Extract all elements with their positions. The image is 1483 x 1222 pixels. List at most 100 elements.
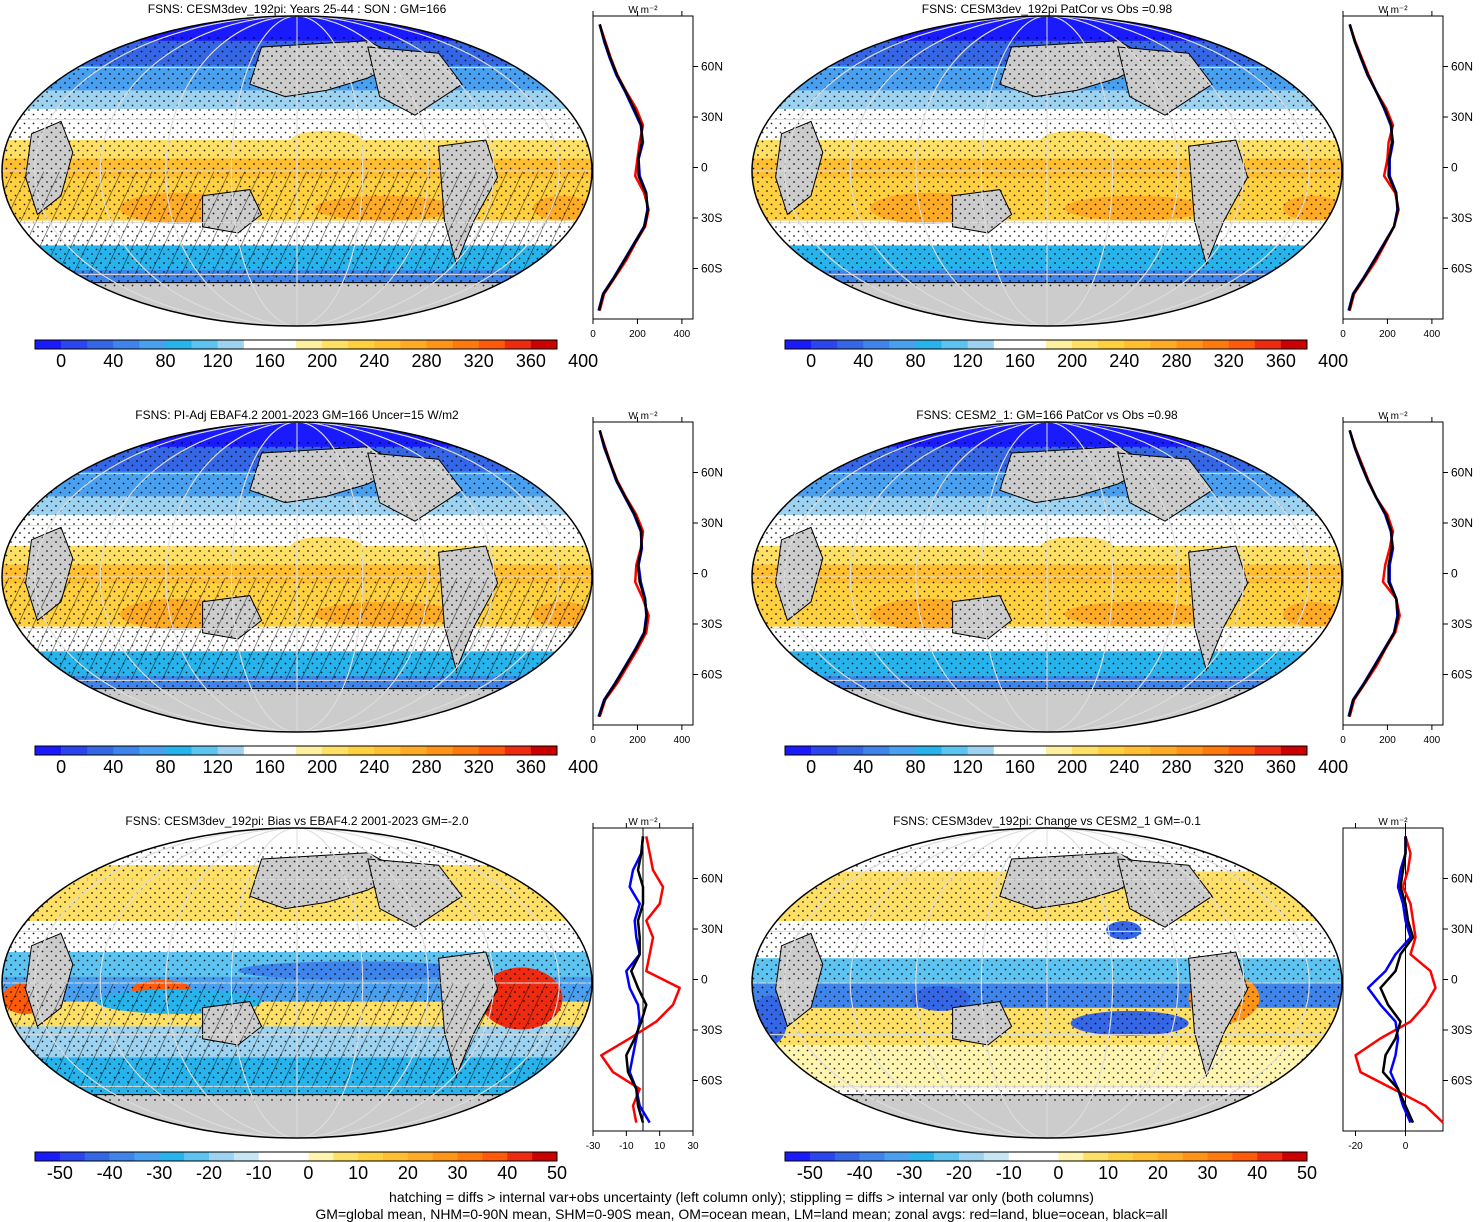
zonal-lat-tick-label: 60N xyxy=(1451,466,1473,480)
colorbar-tick-label: -20 xyxy=(946,1163,972,1183)
colorbar-swatch xyxy=(532,1152,557,1161)
colorbar-swatch xyxy=(1150,746,1176,755)
zonal-x-tick-label: 200 xyxy=(629,735,646,746)
colorbar-swatch xyxy=(505,340,531,349)
colorbar-tick-label: 80 xyxy=(905,757,925,777)
map-field xyxy=(750,828,1344,1139)
colorbar-swatch xyxy=(860,1152,885,1161)
zonal-x-tick-label: 0 xyxy=(1403,1141,1409,1152)
colorbar-tick-label: 320 xyxy=(1214,351,1244,371)
panel-6: FSNS: CESM3dev_192pi: Change vs CESM2_1 … xyxy=(750,814,1473,1183)
colorbar-tick-label: 120 xyxy=(953,351,983,371)
colorbar-swatch xyxy=(837,340,863,349)
colorbar-tick-label: 400 xyxy=(568,757,598,777)
colorbar-swatch xyxy=(192,340,218,349)
colorbar-tick-label: 160 xyxy=(1005,757,1035,777)
panel-5: FSNS: CESM3dev_192pi: Bias vs EBAF4.2 20… xyxy=(0,814,723,1183)
zonal-x-tick-label: 0 xyxy=(1340,329,1346,340)
colorbar-swatch xyxy=(479,746,505,755)
zonal-lat-tick-label: 30N xyxy=(1451,516,1473,530)
colorbar-swatch xyxy=(296,340,322,349)
zonal-lat-tick-label: 60N xyxy=(701,466,723,480)
colorbar-swatch xyxy=(1229,340,1255,349)
colorbar-tick-label: 280 xyxy=(1161,351,1191,371)
colorbar-swatch xyxy=(333,1152,358,1161)
zonal-lat-tick-label: 30N xyxy=(701,110,723,124)
colorbar-swatch xyxy=(884,1152,909,1161)
zonal-lat-tick-label: 30N xyxy=(1451,110,1473,124)
colorbar-swatch xyxy=(994,746,1020,755)
colorbar-swatch xyxy=(322,746,348,755)
colorbar-swatch xyxy=(863,746,889,755)
colorbar-tick-label: 120 xyxy=(203,757,233,777)
zonal-lat-tick-label: 0 xyxy=(1451,161,1458,175)
zonal-x-tick-label: 30 xyxy=(687,1141,699,1152)
colorbar-tick-label: 320 xyxy=(464,351,494,371)
zonal-unit-label: W m⁻² xyxy=(628,411,658,422)
colorbar-tick-label: 320 xyxy=(464,757,494,777)
zonal-lat-tick-label: 60N xyxy=(1451,60,1473,74)
colorbar-swatch xyxy=(1150,340,1176,349)
panel-title: FSNS: CESM2_1: GM=166 PatCor vs Obs =0.9… xyxy=(916,408,1178,422)
zonal-lat-tick-label: 60N xyxy=(701,872,723,886)
colorbar-swatch xyxy=(244,746,270,755)
colorbar-tick-label: 400 xyxy=(568,351,598,371)
zonal-x-tick-label: 0 xyxy=(590,735,596,746)
map-field xyxy=(750,422,1344,733)
colorbar-swatch xyxy=(531,746,557,755)
colorbar-swatch xyxy=(87,746,113,755)
zonal-lat-tick-label: 60N xyxy=(1451,872,1473,886)
colorbar-swatch xyxy=(1177,746,1203,755)
colorbar-swatch xyxy=(1282,1152,1307,1161)
colorbar-swatch xyxy=(968,746,994,755)
colorbar-swatch xyxy=(1058,1152,1083,1161)
zonal-x-tick-label: 400 xyxy=(1424,735,1441,746)
colorbar-tick-label: 280 xyxy=(1161,757,1191,777)
map-field xyxy=(750,16,1344,327)
colorbar-tick-label: 50 xyxy=(547,1163,567,1183)
colorbar-tick-label: -50 xyxy=(797,1163,823,1183)
colorbar-swatch xyxy=(909,1152,934,1161)
colorbar-swatch xyxy=(1257,1152,1282,1161)
colorbar-swatch xyxy=(1158,1152,1183,1161)
colorbar-tick-label: 20 xyxy=(1148,1163,1168,1183)
zonal-x-tick-label: -10 xyxy=(619,1141,634,1152)
map-field xyxy=(0,828,594,1139)
colorbar-tick-label: 0 xyxy=(806,351,816,371)
colorbar-tick-label: 120 xyxy=(203,351,233,371)
panel-title: FSNS: CESM3dev_192pi PatCor vs Obs =0.98 xyxy=(922,2,1173,16)
colorbar-swatch xyxy=(1133,1152,1158,1161)
colorbar-swatch xyxy=(1046,746,1072,755)
zonal-lat-tick-label: 30S xyxy=(701,211,722,225)
colorbar-swatch xyxy=(507,1152,532,1161)
colorbar-swatch xyxy=(458,1152,483,1161)
zonal-lat-tick-label: 30S xyxy=(701,617,722,631)
zonal-lat-tick-label: 30S xyxy=(1451,617,1472,631)
zonal-unit-label: W m⁻² xyxy=(1378,817,1408,828)
colorbar-tick-label: -10 xyxy=(246,1163,272,1183)
zonal-lat-tick-label: 60S xyxy=(1451,262,1472,276)
map-field xyxy=(0,16,594,327)
colorbar-tick-label: 40 xyxy=(497,1163,517,1183)
colorbar-tick-label: 30 xyxy=(1198,1163,1218,1183)
colorbar-swatch xyxy=(482,1152,507,1161)
colorbar-tick-label: 360 xyxy=(516,757,546,777)
zonal-x-tick-label: -30 xyxy=(586,1141,601,1152)
zonal-unit-label: W m⁻² xyxy=(628,5,658,16)
colorbar-swatch xyxy=(433,1152,458,1161)
zonal-x-tick-label: 400 xyxy=(674,329,691,340)
colorbar-tick-label: 200 xyxy=(307,351,337,371)
zonal-x-tick-label: -20 xyxy=(1348,1141,1363,1152)
colorbar-swatch xyxy=(61,340,87,349)
colorbar-swatch xyxy=(1108,1152,1133,1161)
colorbar-swatch xyxy=(968,340,994,349)
colorbar-swatch xyxy=(1124,340,1150,349)
colorbar-swatch xyxy=(785,746,811,755)
zonal-lat-tick-label: 30N xyxy=(701,516,723,530)
colorbar-tick-label: 0 xyxy=(806,757,816,777)
colorbar-swatch xyxy=(35,340,61,349)
